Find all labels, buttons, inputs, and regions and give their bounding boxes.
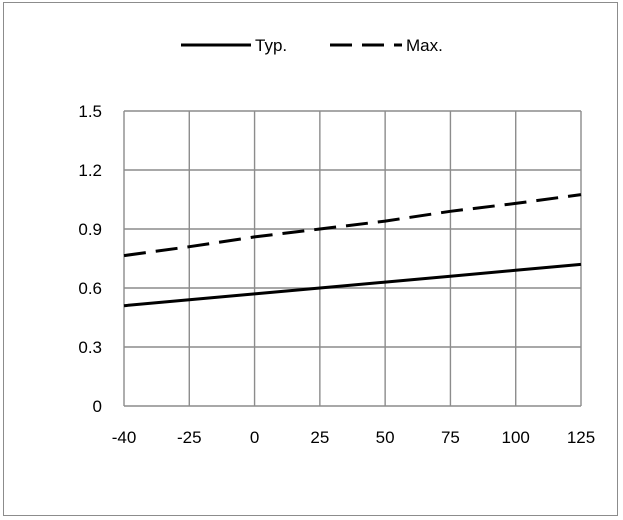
x-tick-label: 125 — [567, 428, 595, 447]
legend: Typ. Max. — [181, 36, 443, 55]
x-tick-label: -40 — [112, 428, 137, 447]
x-axis-ticks: -40 -25 0 25 50 75 100 125 — [112, 428, 595, 447]
series-line-typ — [123, 262, 582, 308]
x-tick-label: 0 — [250, 428, 259, 447]
x-tick-label: 75 — [441, 428, 460, 447]
y-tick-label: 0 — [93, 397, 102, 416]
y-tick-label: 0.3 — [78, 338, 102, 357]
x-tick-label: 100 — [502, 428, 530, 447]
y-tick-label: 0.6 — [78, 279, 102, 298]
y-tick-label: 0.9 — [78, 220, 102, 239]
x-tick-label: 25 — [310, 428, 329, 447]
legend-label: Typ. — [255, 36, 287, 55]
x-tick-label: 50 — [376, 428, 395, 447]
series-line-max — [123, 193, 582, 258]
y-axis-ticks: 0 0.3 0.6 0.9 1.2 1.5 — [78, 102, 102, 416]
y-tick-label: 1.2 — [78, 161, 102, 180]
legend-label: Max. — [406, 36, 443, 55]
x-tick-label: -25 — [177, 428, 202, 447]
series-lines — [123, 193, 582, 308]
grid-lines — [123, 110, 582, 407]
y-tick-label: 1.5 — [78, 102, 102, 121]
